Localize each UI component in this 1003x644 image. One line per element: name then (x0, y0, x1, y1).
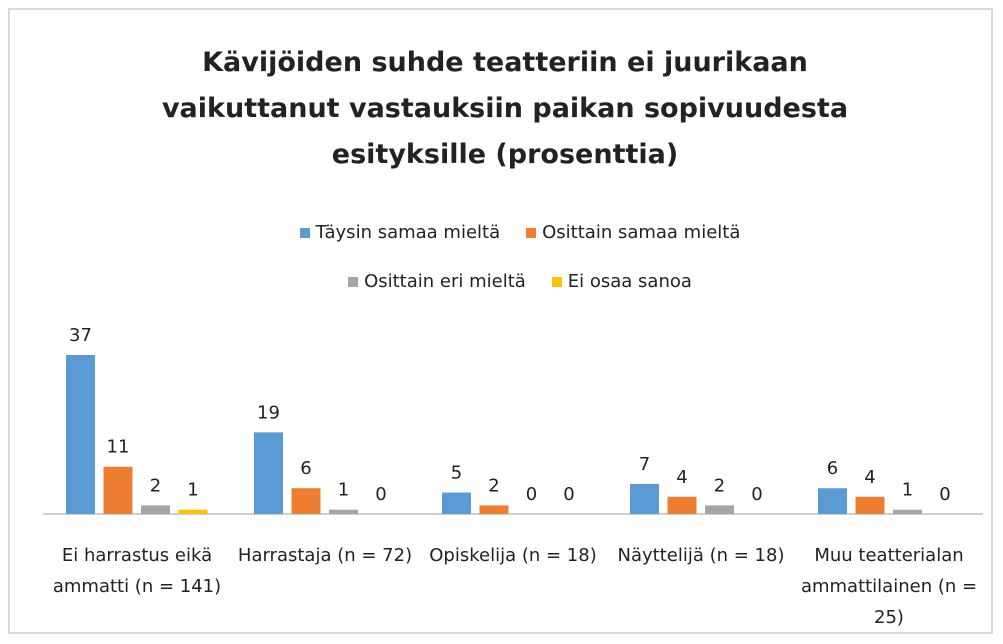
bar (893, 509, 922, 514)
bar (141, 505, 170, 514)
value-label: 6 (300, 458, 311, 479)
value-label: 1 (902, 480, 913, 501)
bar (818, 488, 847, 514)
value-label: 0 (563, 484, 574, 505)
bar (254, 432, 283, 514)
value-label: 2 (488, 475, 499, 496)
bar (479, 505, 509, 514)
x-tick-label: Muu teatterialan ammattilainen (n = 25) (800, 545, 978, 628)
bar (329, 509, 358, 514)
value-label: 4 (864, 467, 875, 488)
bar (178, 509, 208, 514)
legend-swatch (526, 227, 537, 238)
value-label: 6 (827, 458, 838, 479)
bar (291, 488, 321, 514)
legend-item: Ei osaa sanoa (551, 271, 692, 292)
x-tick-label: Näyttelijä (n = 18) (617, 545, 785, 566)
bar (630, 483, 659, 514)
value-label: 37 (69, 325, 92, 346)
legend-label: Osittain eri mieltä (364, 271, 526, 292)
x-tick-label: Ei harrastus eikä ammatti (n = 141) (52, 545, 222, 597)
legend-swatch (348, 276, 359, 287)
value-label: 1 (338, 480, 349, 501)
value-label: 2 (150, 475, 161, 496)
value-label: 5 (451, 463, 462, 484)
value-label: 7 (639, 454, 650, 475)
legend-label: Ei osaa sanoa (567, 271, 692, 292)
bar (705, 505, 734, 514)
value-label: 0 (939, 484, 950, 505)
legend-swatch (551, 276, 562, 287)
value-label: 0 (526, 484, 537, 505)
legend-item: Osittain samaa mieltä (526, 222, 740, 243)
value-label: 11 (107, 437, 130, 458)
legend-item: Täysin samaa mieltä (299, 222, 501, 243)
chart-title: Kävijöiden suhde teatteriin ei juurikaan… (161, 47, 849, 170)
chart-frame (8, 8, 993, 634)
x-tick-label: Harrastaja (n = 72) (237, 545, 413, 566)
value-label: 2 (714, 475, 725, 496)
bar (442, 492, 471, 514)
x-tick-label: Opiskelija (n = 18) (429, 545, 597, 566)
value-label: 19 (257, 402, 280, 423)
legend-swatch (299, 227, 310, 238)
value-label: 0 (375, 484, 386, 505)
legend-item: Osittain eri mieltä (348, 271, 526, 292)
legend: Täysin samaa mieltä Osittain samaa mieltä… (240, 222, 800, 292)
bar (103, 466, 133, 514)
bar (66, 355, 95, 514)
bar (855, 496, 885, 514)
value-label: 1 (187, 480, 198, 501)
legend-label: Täysin samaa mieltä (315, 222, 501, 243)
value-label: 0 (751, 484, 762, 505)
value-label: 4 (676, 467, 687, 488)
legend-label: Osittain samaa mieltä (542, 222, 741, 243)
bar (667, 496, 697, 514)
